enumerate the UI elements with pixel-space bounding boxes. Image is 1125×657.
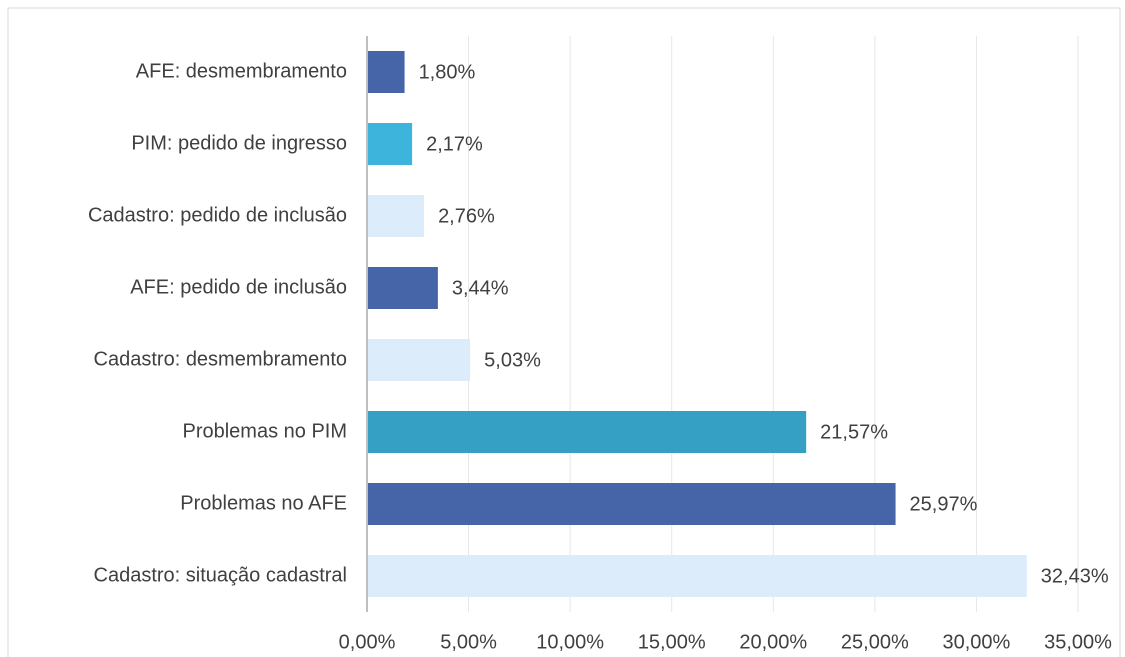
x-tick-label: 25,00% bbox=[841, 631, 909, 653]
value-label: 2,17% bbox=[426, 133, 483, 155]
bar bbox=[368, 555, 1027, 597]
x-tick-label: 30,00% bbox=[943, 631, 1011, 653]
bar bbox=[368, 267, 438, 309]
x-tick-label: 10,00% bbox=[536, 631, 604, 653]
value-label: 25,97% bbox=[910, 493, 978, 515]
value-label: 1,80% bbox=[419, 61, 476, 83]
y-tick-label: Cadastro: desmembramento bbox=[94, 348, 347, 370]
x-tick-label: 0,00% bbox=[339, 631, 396, 653]
y-tick-label: AFE: desmembramento bbox=[136, 60, 347, 82]
y-tick-label: Cadastro: pedido de inclusão bbox=[88, 204, 347, 226]
value-label: 2,76% bbox=[438, 205, 495, 227]
x-tick-label: 5,00% bbox=[440, 631, 497, 653]
value-label: 3,44% bbox=[452, 277, 509, 299]
value-label: 21,57% bbox=[820, 421, 888, 443]
y-tick-label: Cadastro: situação cadastral bbox=[94, 564, 347, 586]
y-tick-label: AFE: pedido de inclusão bbox=[130, 276, 347, 298]
value-label: 32,43% bbox=[1041, 565, 1109, 587]
bar bbox=[368, 51, 405, 93]
bar bbox=[368, 411, 807, 453]
y-tick-label: Problemas no PIM bbox=[182, 420, 347, 442]
x-tick-label: 15,00% bbox=[638, 631, 706, 653]
x-tick-label: 35,00% bbox=[1044, 631, 1112, 653]
y-tick-label: Problemas no AFE bbox=[180, 492, 347, 514]
bar bbox=[368, 483, 896, 525]
x-tick-label: 20,00% bbox=[739, 631, 807, 653]
bar bbox=[368, 339, 471, 381]
bar bbox=[368, 195, 425, 237]
bar bbox=[368, 123, 413, 165]
y-tick-label: PIM: pedido de ingresso bbox=[131, 132, 347, 154]
chart-frame bbox=[7, 7, 1121, 657]
value-label: 5,03% bbox=[484, 349, 541, 371]
